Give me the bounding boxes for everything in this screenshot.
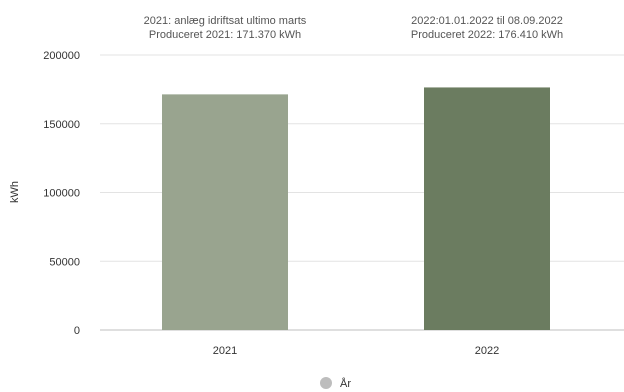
legend-marker <box>320 377 332 389</box>
legend-label: År <box>340 377 351 390</box>
x-tick-label: 2021 <box>213 345 237 357</box>
legend[interactable]: År <box>320 377 351 390</box>
y-tick-label: 0 <box>74 325 80 337</box>
y-tick-label: 150000 <box>43 119 80 131</box>
y-tick-label: 100000 <box>43 188 80 200</box>
bar[interactable] <box>162 94 288 331</box>
annotation-line2: Produceret 2022: 176.410 kWh <box>411 29 563 41</box>
annotation-line2: Produceret 2021: 171.370 kWh <box>149 29 301 41</box>
y-axis-label: kWh <box>9 181 21 203</box>
y-tick-label: 50000 <box>49 256 80 268</box>
annotation-line1: 2021: anlæg idriftsat ultimo marts <box>144 15 307 27</box>
x-axis-ticks: 2021 2022 <box>213 345 499 357</box>
y-axis-ticks: 0 50000 100000 150000 200000 <box>43 50 80 337</box>
annotation-line1: 2022:01.01.2022 til 08.09.2022 <box>411 15 563 27</box>
annotations: 2021: anlæg idriftsat ultimo marts Produc… <box>144 15 563 41</box>
bar[interactable] <box>424 87 550 330</box>
bars <box>162 87 550 331</box>
x-tick-label: 2022 <box>475 345 499 357</box>
y-tick-label: 200000 <box>43 50 80 62</box>
